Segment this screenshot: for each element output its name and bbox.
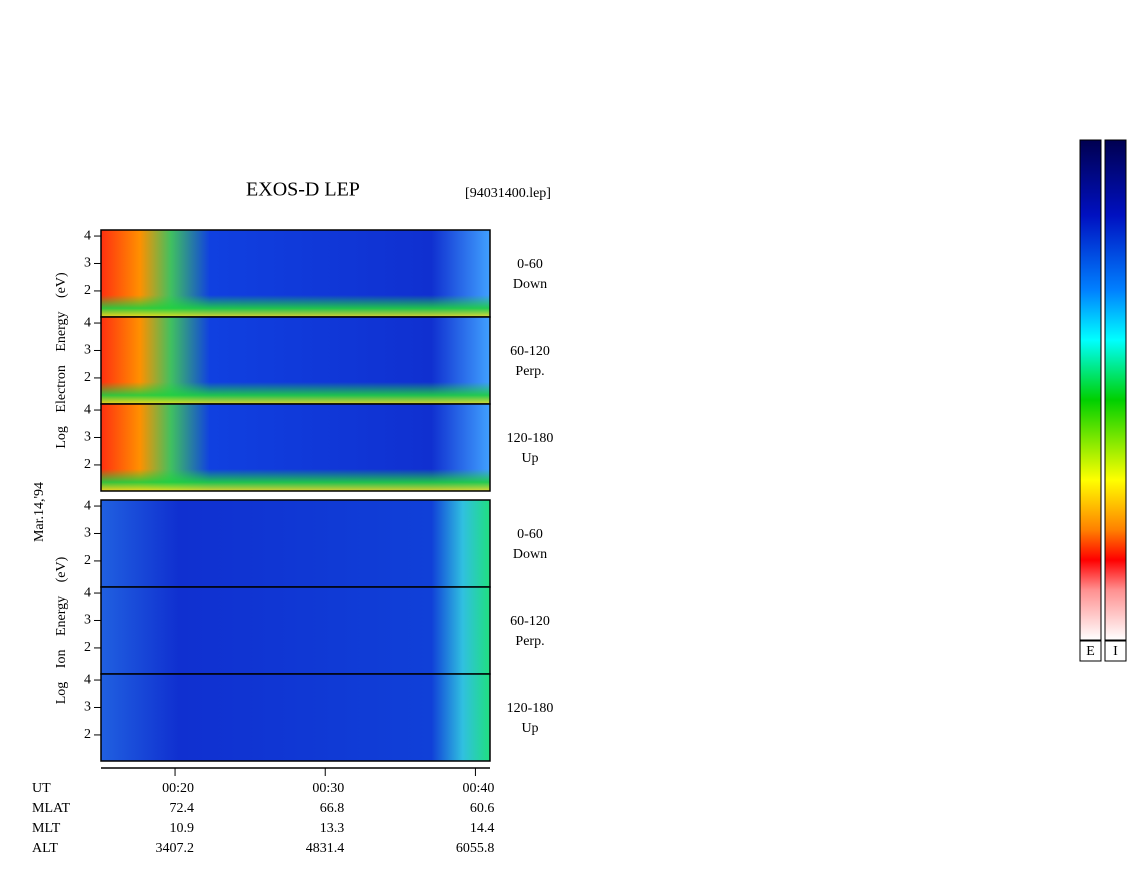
- spectrogram: [101, 500, 490, 587]
- ephemeris-value: 72.4: [170, 801, 195, 816]
- y-tick-label: 3: [84, 343, 91, 358]
- panel-direction: Perp.: [515, 364, 544, 379]
- spectrogram-band: [101, 469, 490, 491]
- panel-angle: 0-60: [517, 257, 543, 272]
- spectrogram-band: [101, 295, 490, 317]
- ephemeris-name: MLAT: [32, 801, 71, 816]
- color-bar: [1079, 139, 1102, 641]
- panel-direction: Up: [521, 721, 538, 736]
- color-bar-label: I: [1113, 644, 1118, 659]
- panel-frame: [100, 673, 491, 762]
- x-tick-label: 00:40: [463, 781, 495, 796]
- panel-direction: Perp.: [515, 634, 544, 649]
- y-tick-label: 3: [84, 256, 91, 271]
- y-tick-label: 3: [84, 613, 91, 628]
- x-tick-label: 00:30: [312, 781, 344, 796]
- y-tick-label: 3: [84, 430, 91, 445]
- panel-angle: 120-180: [507, 701, 554, 716]
- y-tick-label: 2: [84, 457, 91, 472]
- file-name: [94031400.lep]: [465, 186, 551, 201]
- y-tick-label: 3: [84, 526, 91, 541]
- panel-frame: [100, 403, 491, 492]
- y-tick-label: 4: [84, 585, 91, 600]
- x-tick-label: 00:20: [162, 781, 194, 796]
- y-tick-label: 2: [84, 370, 91, 385]
- y-tick-label: 4: [84, 228, 91, 243]
- ephemeris-name: ALT: [32, 841, 58, 856]
- ephemeris-name: MLT: [32, 821, 61, 836]
- panel-angle: 60-120: [510, 614, 550, 629]
- date: Mar.14,'94: [32, 482, 47, 542]
- y-tick-label: 2: [84, 640, 91, 655]
- chart-title: EXOS-D LEP: [246, 179, 360, 201]
- spectrogram-band: [101, 382, 490, 404]
- ephemeris-value: 3407.2: [156, 841, 195, 856]
- ephemeris-value: 66.8: [320, 801, 345, 816]
- y-axis-label: Log Ion Energy (eV): [54, 556, 69, 704]
- color-bar-label: E: [1086, 644, 1095, 659]
- y-tick-label: 4: [84, 498, 91, 513]
- panel-angle: 120-180: [507, 431, 554, 446]
- panel-direction: Up: [521, 451, 538, 466]
- y-tick-label: 2: [84, 727, 91, 742]
- y-tick-label: 2: [84, 283, 91, 298]
- spectrogram: [101, 674, 490, 761]
- color-bar: [1104, 139, 1127, 641]
- x-axis-label: UT: [32, 781, 51, 796]
- y-tick-label: 4: [84, 402, 91, 417]
- y-tick-label: 4: [84, 315, 91, 330]
- ephemeris-value: 10.9: [170, 821, 195, 836]
- y-tick-label: 4: [84, 672, 91, 687]
- y-axis-label: Log Electron Energy (eV): [54, 272, 69, 449]
- y-tick-label: 2: [84, 553, 91, 568]
- y-tick-label: 3: [84, 700, 91, 715]
- ephemeris-value: 6055.8: [456, 841, 495, 856]
- color-bar-box: [1079, 640, 1102, 662]
- spectrogram: [101, 587, 490, 674]
- ephemeris-value: 13.3: [320, 821, 345, 836]
- panel-angle: 0-60: [517, 527, 543, 542]
- ephemeris-value: 60.6: [470, 801, 495, 816]
- panel-direction: Down: [513, 277, 547, 292]
- panel-direction: Down: [513, 547, 547, 562]
- ephemeris-value: 4831.4: [306, 841, 345, 856]
- ephemeris-value: 14.4: [470, 821, 495, 836]
- color-bar-box: [1104, 640, 1127, 662]
- panel-angle: 60-120: [510, 344, 550, 359]
